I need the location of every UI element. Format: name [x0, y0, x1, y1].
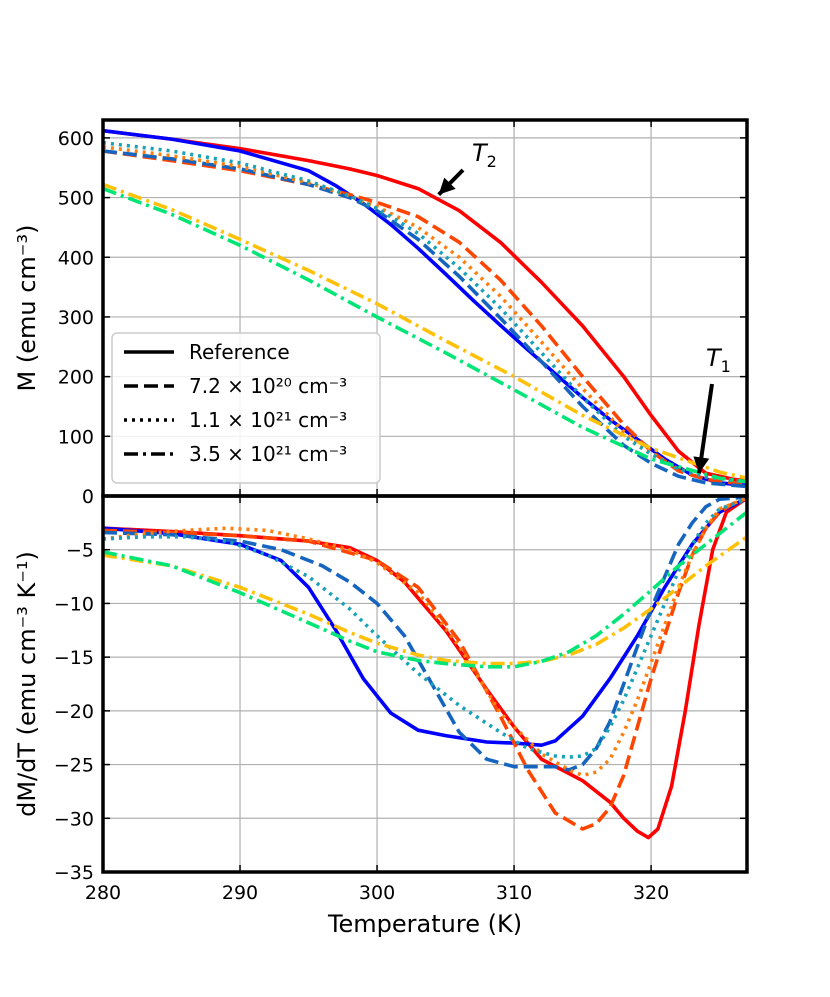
- series-group: [103, 496, 747, 840]
- y-tick-label: 0: [82, 486, 94, 508]
- x-axis-title: Temperature (K): [327, 910, 522, 938]
- y-tick-label: −15: [54, 647, 94, 669]
- series-line-solid-0: [103, 496, 747, 840]
- series-line-dashdot-6: [103, 535, 747, 666]
- annotation-t1-arrow-head: [693, 456, 710, 474]
- y-tick-label: −25: [54, 755, 94, 777]
- series-line-dashed-2: [103, 496, 747, 831]
- series-line-dashed-3: [103, 496, 747, 772]
- x-tick-label: 300: [359, 882, 395, 904]
- y-tick-label: −30: [54, 808, 94, 830]
- y-tick-label: 200: [58, 367, 94, 389]
- y-tick-label: 500: [58, 188, 94, 210]
- y-tick-label: −35: [54, 862, 94, 884]
- y-axis-title: M (emu cm⁻³): [13, 225, 41, 392]
- legend-label: 7.2 × 10²⁰ cm⁻³: [189, 374, 347, 398]
- series-line-dotted-4: [103, 145, 747, 484]
- panel-bottom: −35 −30 −25 −20 −15 −10 −5 dM/dT (emu cm⁻³ K⁻¹)…: [13, 494, 749, 938]
- x-tick-label: 280: [85, 882, 121, 904]
- series-line-dashdot-6: [103, 182, 747, 480]
- legend-label: Reference: [189, 340, 290, 364]
- legend-label: 1.1 × 10²¹ cm⁻³: [189, 408, 347, 432]
- legend-box: [111, 332, 381, 484]
- annotation-t2-label: T2: [472, 139, 497, 171]
- y-tick-label: 300: [58, 307, 94, 329]
- series-group: [103, 128, 747, 489]
- series-line-solid-0: [103, 128, 747, 483]
- series-line-dotted-5: [103, 140, 747, 484]
- y-tick-label: 600: [58, 128, 94, 150]
- series-line-solid-1: [103, 496, 747, 747]
- x-tick-label: 320: [633, 882, 669, 904]
- legend-label: 3.5 × 10²¹ cm⁻³: [189, 442, 347, 466]
- series-line-dotted-5: [103, 497, 747, 759]
- y-tick-label: 400: [58, 247, 94, 269]
- x-tick-label: 290: [222, 882, 258, 904]
- y-tick-label: −20: [54, 701, 94, 723]
- series-line-dashdot-7: [103, 186, 747, 484]
- y-tick-label: −10: [54, 593, 94, 615]
- axes-frame: [101, 494, 749, 874]
- series-line-dashdot-7: [103, 510, 747, 669]
- annotation-t2-arrow-head: [438, 177, 456, 195]
- y-tick-label: −5: [66, 540, 94, 562]
- annotation-t1-label: T1: [706, 344, 731, 376]
- series-line-dashed-3: [103, 149, 747, 489]
- legend: Reference 7.2 × 10²⁰ cm⁻³ 1.1 × 10²¹ cm⁻³ 3…: [111, 332, 381, 484]
- annotation-t2: T2: [437, 139, 497, 197]
- x-tick-label: 310: [496, 882, 532, 904]
- y-axis-title: dM/dT (emu cm⁻³ K⁻¹): [13, 551, 41, 817]
- annotation-t1: T1: [693, 344, 731, 474]
- y-tick-label: 100: [58, 426, 94, 448]
